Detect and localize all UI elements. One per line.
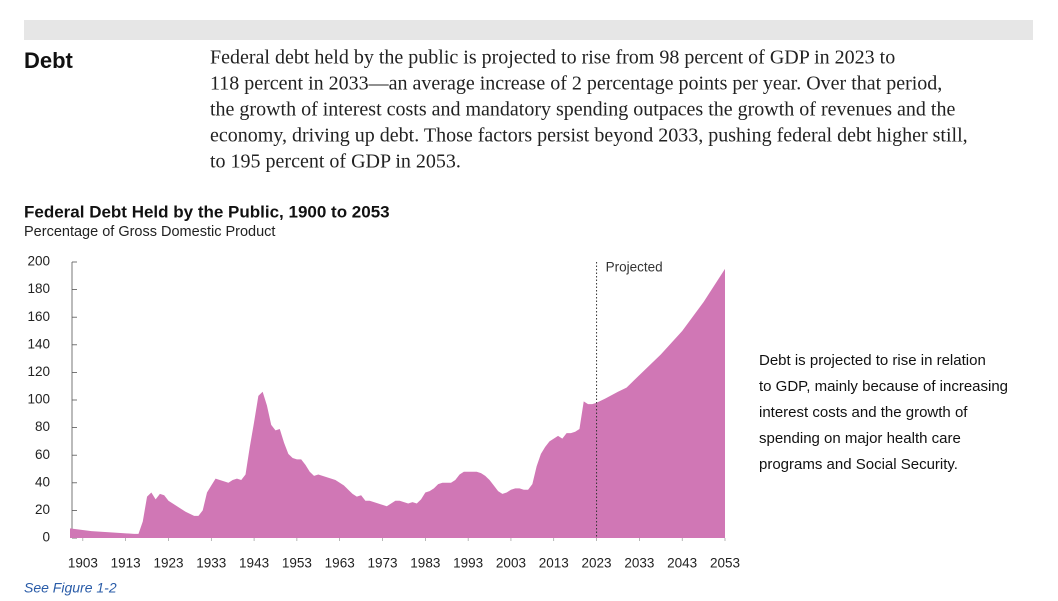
- y-tick-label: 60: [35, 447, 50, 462]
- paragraph: Federal debt held by the public is proje…: [210, 47, 968, 173]
- x-tick-label: 2023: [582, 556, 612, 571]
- x-tick-label: 1933: [196, 556, 226, 571]
- side-note-line: to GDP, mainly because of increasing: [759, 378, 1008, 395]
- x-tick-label: 1983: [410, 556, 440, 571]
- x-tick-label: 1963: [325, 556, 355, 571]
- y-tick-label: 120: [27, 364, 50, 379]
- x-tick-label: 1903: [68, 556, 98, 571]
- footnote: See Figure 1-2: [24, 580, 117, 596]
- side-note: Debt is projected to rise in relation to …: [759, 352, 1008, 473]
- chart-title: Federal Debt Held by the Public, 1900 to…: [24, 202, 390, 221]
- x-tick-label: 1973: [367, 556, 397, 571]
- x-tick-label: 1943: [239, 556, 269, 571]
- y-tick-label: 160: [27, 309, 50, 324]
- header-band: [24, 20, 1033, 40]
- paragraph-line: 118 percent in 2033—an average increase …: [210, 73, 942, 95]
- paragraph-line: to 195 percent of GDP in 2053.: [210, 151, 461, 173]
- side-note-line: Debt is projected to rise in relation: [759, 352, 986, 369]
- x-tick-label: 2003: [496, 556, 526, 571]
- y-tick-label: 140: [27, 336, 50, 351]
- annotation: Projected: [606, 260, 663, 275]
- side-note-line: interest costs and the growth of: [759, 404, 968, 421]
- y-tick-label: 20: [35, 502, 50, 517]
- x-tick-label: 2043: [667, 556, 697, 571]
- x-tick-label: 1913: [111, 556, 141, 571]
- heading: Debt: [24, 48, 74, 73]
- paragraph-line: the growth of interest costs and mandato…: [210, 99, 955, 121]
- y-tick-label: 40: [35, 474, 50, 489]
- x-tick-label: 1923: [153, 556, 183, 571]
- y-tick-label: 200: [27, 254, 50, 269]
- x-tick-label: 1993: [453, 556, 483, 571]
- y-tick-label: 80: [35, 419, 50, 434]
- chart-subtitle: Percentage of Gross Domestic Product: [24, 224, 275, 240]
- x-tick-label: 2053: [710, 556, 740, 571]
- paragraph-line: economy, driving up debt. Those factors …: [210, 125, 968, 147]
- area: [70, 268, 725, 538]
- y-tick-label: 0: [42, 530, 50, 545]
- x-tick-label: 2033: [624, 556, 654, 571]
- side-note-line: programs and Social Security.: [759, 456, 958, 473]
- paragraph-line: Federal debt held by the public is proje…: [210, 47, 895, 69]
- x-tick-label: 1953: [282, 556, 312, 571]
- y-tick-label: 180: [27, 281, 50, 296]
- y-tick-label: 100: [27, 392, 50, 407]
- x-tick-label: 2013: [539, 556, 569, 571]
- side-note-line: spending on major health care: [759, 430, 961, 447]
